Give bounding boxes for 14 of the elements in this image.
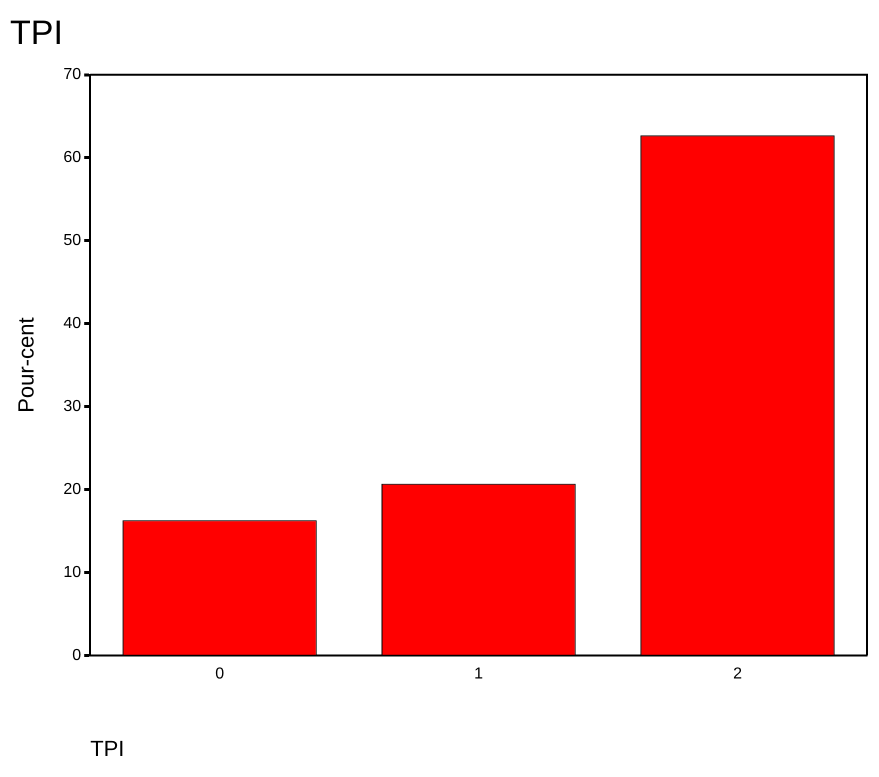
y-tick-label: 20 xyxy=(63,480,82,498)
y-tick-label: 30 xyxy=(63,398,82,415)
x-axis-title: TPI xyxy=(90,736,124,761)
x-tick-label: 2 xyxy=(733,665,742,682)
x-tick-label: 1 xyxy=(474,665,484,682)
y-tick-label: 10 xyxy=(63,564,82,581)
y-tick-label: 50 xyxy=(63,232,82,250)
x-tick-label: 0 xyxy=(215,665,224,682)
y-tick-label: 0 xyxy=(72,646,82,664)
y-tick-label: 70 xyxy=(63,66,82,84)
chart-title: TPI xyxy=(10,14,63,52)
y-axis-title: Pour-cent xyxy=(13,317,38,413)
y-tick-label: 40 xyxy=(63,315,82,332)
y-tick-label: 60 xyxy=(63,149,82,166)
